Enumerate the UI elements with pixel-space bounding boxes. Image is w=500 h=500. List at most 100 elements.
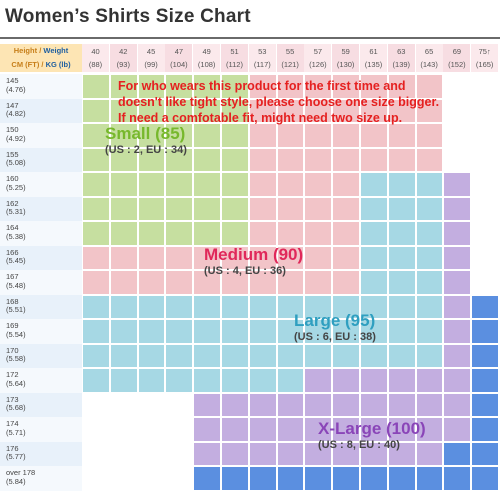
size-cell xyxy=(249,344,276,367)
size-cell xyxy=(333,295,359,318)
size-cell xyxy=(249,369,276,392)
size-cell xyxy=(222,222,248,245)
size-cell xyxy=(388,75,415,98)
size-conversion: (US : 2, EU : 34) xyxy=(105,144,187,156)
size-cell xyxy=(194,442,220,465)
size-cell xyxy=(83,124,109,147)
weight-kg: 55 xyxy=(285,47,295,56)
height-ft: (4.92) xyxy=(6,133,26,143)
height-cm: 147 xyxy=(6,100,19,110)
size-cell xyxy=(166,197,193,220)
size-label-medium: Medium (90) (US : 4, EU : 36) xyxy=(204,245,303,277)
size-cell xyxy=(361,197,387,220)
size-cell xyxy=(138,173,165,196)
size-cell xyxy=(305,246,332,269)
height-ft: (5.08) xyxy=(6,158,26,167)
size-cell xyxy=(83,148,109,171)
size-cell xyxy=(110,442,137,465)
size-cell xyxy=(472,222,498,245)
height-label: Height xyxy=(13,46,38,55)
size-cell xyxy=(388,393,415,416)
height-ft: (5.58) xyxy=(6,354,26,363)
size-cell xyxy=(222,75,248,98)
size-cell xyxy=(305,75,332,98)
size-cell xyxy=(110,197,137,220)
size-cell xyxy=(361,271,387,294)
size-cell xyxy=(472,393,498,416)
size-cell xyxy=(222,124,248,147)
size-cell xyxy=(416,246,443,269)
size-cell xyxy=(166,320,193,343)
size-cell xyxy=(388,418,415,441)
size-cell xyxy=(194,99,220,122)
size-cell xyxy=(361,369,387,392)
size-cell xyxy=(361,344,387,367)
size-cell xyxy=(138,320,165,343)
size-cell xyxy=(249,99,276,122)
size-cell xyxy=(333,467,359,490)
size-cell xyxy=(138,393,165,416)
height-ft: (5.45) xyxy=(6,256,26,265)
weight-lb: (108) xyxy=(197,60,216,69)
size-cell xyxy=(388,369,415,392)
size-cell xyxy=(138,467,165,490)
size-cell xyxy=(472,197,498,220)
size-cell xyxy=(333,197,359,220)
size-cell xyxy=(333,99,359,122)
size-cell xyxy=(333,246,359,269)
size-cell xyxy=(83,246,109,269)
size-cell xyxy=(333,442,359,465)
size-cell xyxy=(83,99,109,122)
weight-kg: 49 xyxy=(202,47,211,56)
size-cell xyxy=(472,271,498,294)
height-cm: 160 xyxy=(6,174,19,183)
size-cell xyxy=(444,75,471,98)
size-cell xyxy=(388,344,415,367)
height-ft: (5.25) xyxy=(6,182,26,192)
size-cell xyxy=(444,344,471,367)
size-cell xyxy=(388,467,415,490)
size-cell xyxy=(277,369,304,392)
weight-lb: (112) xyxy=(226,60,243,69)
size-cell xyxy=(166,295,193,318)
height-ft: (5.84) xyxy=(6,476,26,486)
size-cell xyxy=(444,393,471,416)
size-cell xyxy=(333,369,359,392)
size-cell xyxy=(138,124,165,147)
size-cell xyxy=(333,222,359,245)
weight-column-header: 59 (130) xyxy=(332,44,360,72)
size-cell xyxy=(166,442,193,465)
size-cell xyxy=(138,369,165,392)
height-ft: (5.51) xyxy=(6,305,26,314)
size-cell xyxy=(249,418,276,441)
height-cm: 176 xyxy=(6,443,19,453)
size-cell xyxy=(333,344,359,367)
size-cell xyxy=(138,148,165,171)
size-cell xyxy=(444,148,471,171)
size-cell xyxy=(249,246,276,269)
size-cell xyxy=(361,393,387,416)
size-cell xyxy=(305,148,332,171)
size-cell xyxy=(277,173,304,196)
size-cell xyxy=(194,418,220,441)
header-row: Height / Weight CM (FT) / KG (lb) 40 (88)… xyxy=(0,44,500,72)
size-cell xyxy=(138,99,165,122)
size-cell xyxy=(83,173,109,196)
size-cell xyxy=(472,442,498,465)
size-cell xyxy=(361,148,387,171)
height-cm: 164 xyxy=(6,223,19,232)
height-row-label: over 178 (5.84) xyxy=(0,466,82,491)
size-cell xyxy=(138,344,165,367)
size-cell xyxy=(277,393,304,416)
size-cell xyxy=(194,271,220,294)
height-ft: (5.54) xyxy=(6,329,26,339)
size-cell xyxy=(444,418,471,441)
size-cell xyxy=(305,467,332,490)
weight-lb: (152) xyxy=(448,60,466,69)
height-cm: 150 xyxy=(6,125,19,134)
size-cell xyxy=(110,148,137,171)
size-cell xyxy=(361,99,387,122)
size-cell xyxy=(110,418,137,441)
size-cell xyxy=(277,99,304,122)
height-ft: (5.31) xyxy=(6,207,26,216)
